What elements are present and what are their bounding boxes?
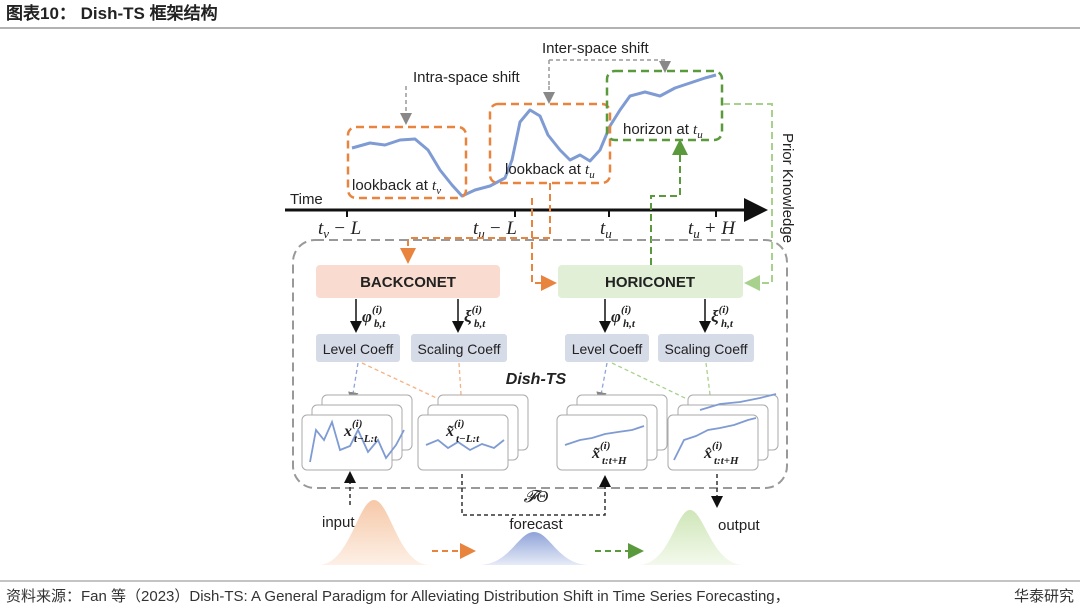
forecast-distribution: [478, 532, 590, 565]
dish-ts-frame: [292, 239, 788, 489]
output-label: output: [718, 517, 761, 534]
prior-arrow: [723, 103, 773, 291]
coeff-box: [658, 334, 754, 362]
dish-ts-label: Dish-TS: [506, 371, 567, 388]
time-series: [351, 73, 717, 198]
x-output-label: x̂(i) t:t+H: [703, 440, 739, 467]
coeff-label: Level Coeff: [572, 341, 643, 357]
panel: [417, 414, 509, 471]
link: [348, 362, 359, 403]
lookback-to-horiconet: [531, 198, 557, 291]
forecast-arrow: [461, 474, 611, 516]
x-forecast-label: x̃(i) t:t+H: [591, 440, 627, 467]
prior-knowledge-label: Prior Knowledge: [779, 133, 796, 243]
coeff-box: [411, 334, 507, 362]
forecast-label: forecast: [509, 516, 563, 533]
inter-space-label: Inter-space shift: [542, 40, 650, 57]
lookback-to-backconet: [400, 183, 551, 264]
link: [458, 362, 463, 411]
coeff-arrows: [350, 299, 711, 333]
panel: [556, 414, 648, 471]
coeff-box: [565, 334, 649, 362]
phi-h: φ(i) h,t: [611, 304, 636, 330]
lookback-v-label: lookback at tv: [352, 177, 441, 197]
x-label: x(i) t−L:t: [343, 418, 378, 445]
panel-curve: [564, 425, 645, 446]
phi-b: φ(i) b,t: [362, 304, 386, 330]
time-label: Time: [290, 191, 323, 208]
tick-label: tv − L: [318, 218, 361, 241]
tick-label: tu + H: [688, 218, 736, 241]
xi-h: ξ(i) h,t: [711, 304, 734, 330]
horiconet-to-horizon: [650, 139, 688, 265]
output-distribution: [638, 510, 744, 565]
input-distribution: [318, 500, 430, 565]
panel-stack: [301, 394, 413, 471]
header-title: 图表10： Dish-TS 框架结构: [6, 3, 218, 23]
coeff-label: Scaling Coeff: [664, 341, 747, 357]
horizon-label: horizon at tu: [623, 121, 703, 141]
footer-credit: 华泰研究: [1014, 588, 1074, 605]
panel-stack: [417, 394, 529, 471]
horiconet-label: HORICONET: [605, 274, 695, 291]
axis-ticks: [346, 210, 717, 217]
panel-stack: [556, 394, 668, 471]
intra-space-label: Intra-space shift: [413, 69, 521, 86]
xi-b: ξ(i) b,t: [464, 304, 486, 330]
panel-curve: [699, 393, 777, 411]
link: [705, 362, 713, 411]
footer-source: 资料来源：Fan 等（2023）Dish-TS: A General Parad…: [6, 587, 790, 605]
horizon-window: [605, 69, 724, 142]
backconet-box: [316, 265, 500, 298]
lookback-u-label: lookback at tu: [505, 161, 595, 181]
backconet-label: BACKCONET: [360, 274, 456, 291]
coeff-label: Scaling Coeff: [417, 341, 500, 357]
tick-label: tu − L: [473, 218, 517, 241]
coeff-label: Level Coeff: [323, 341, 394, 357]
panel-curve: [425, 438, 505, 452]
horiconet-box: [558, 265, 743, 298]
x-norm-label: x̃(i) t−L:t: [445, 418, 480, 445]
panel-curve: [673, 417, 757, 461]
input-label: input: [322, 514, 355, 531]
tick-label: tu: [600, 218, 612, 241]
model-label: 𝓕Θ: [524, 487, 549, 506]
panel-curve: [309, 419, 405, 463]
inter-shift-arrow: [549, 59, 671, 73]
panel-stack: [667, 393, 779, 471]
lookback-window: [488, 102, 612, 185]
coeff-box: [316, 334, 400, 362]
panel: [667, 414, 759, 471]
link: [596, 362, 608, 403]
panel: [301, 414, 393, 471]
